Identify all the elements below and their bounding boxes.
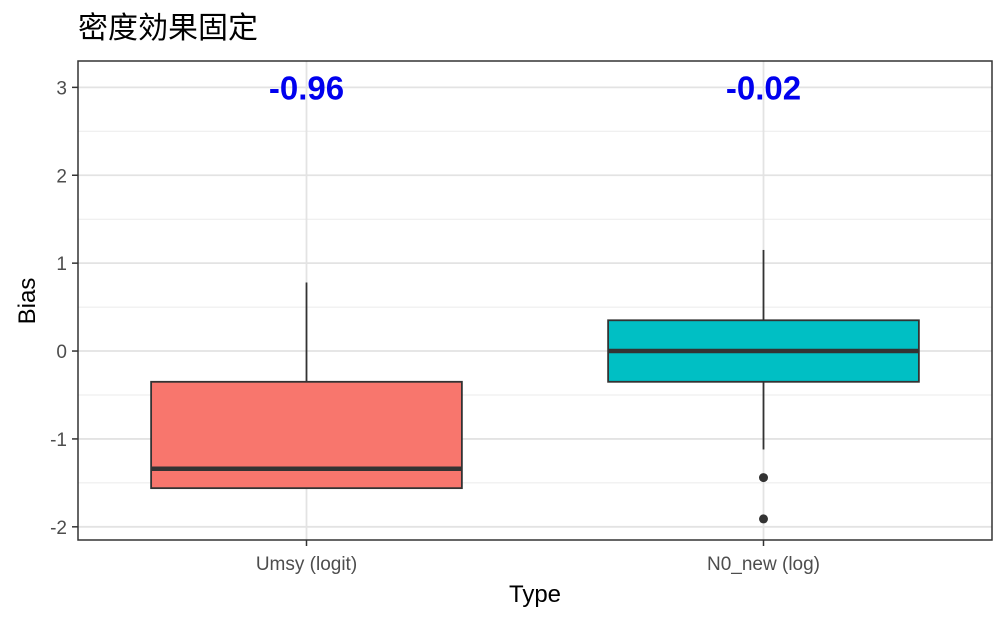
y-tick-label: 1 xyxy=(56,254,67,275)
boxplot-series xyxy=(150,249,920,524)
y-axis-title: Bias xyxy=(14,278,41,325)
x-axis-title: Type xyxy=(509,581,561,608)
bias-annotation: -0.96 xyxy=(269,69,344,106)
x-tick-label: Umsy (logit) xyxy=(256,554,357,575)
chart-title: 密度効果固定 xyxy=(78,12,258,45)
y-tick-label: 0 xyxy=(56,342,67,363)
y-tick-label: -2 xyxy=(50,518,67,539)
box-0 xyxy=(150,282,463,490)
outlier-point xyxy=(759,473,768,483)
plot-panel-border xyxy=(77,60,993,541)
y-axis-ticks: -2 -1 0 1 2 3 xyxy=(50,78,78,539)
box-body xyxy=(150,380,463,490)
outlier-point xyxy=(759,514,768,524)
x-tick-label: N0_new (log) xyxy=(707,554,820,575)
y-tick-label: 3 xyxy=(56,78,67,99)
y-tick-label: -1 xyxy=(50,430,67,451)
y-tick-label: 2 xyxy=(56,166,67,187)
bias-annotation: -0.02 xyxy=(726,69,801,106)
bias-annotations: -0.96 -0.02 xyxy=(269,69,801,106)
x-axis-ticks: Umsy (logit) N0_new (log) xyxy=(256,540,820,575)
box-1 xyxy=(607,249,920,524)
